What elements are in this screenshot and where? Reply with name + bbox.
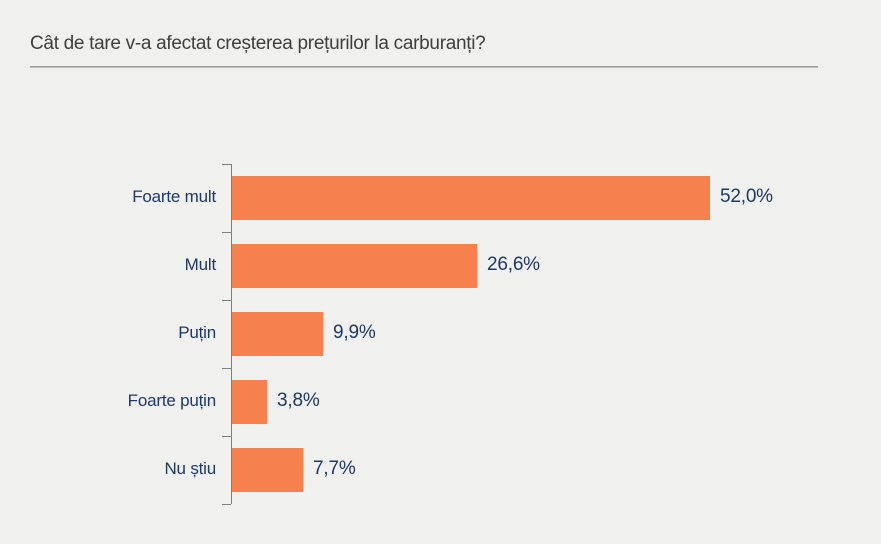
- title-separator: [30, 66, 818, 68]
- y-axis-tick: [222, 164, 231, 165]
- category-label: Foarte puțin: [127, 391, 217, 410]
- y-axis-tick: [222, 300, 231, 301]
- category-label: Puțin: [178, 323, 216, 342]
- value-label: 9,9%: [333, 322, 376, 343]
- y-axis-tick: [222, 232, 231, 233]
- bar: [232, 380, 267, 424]
- y-axis-tick: [222, 436, 231, 437]
- bar: [232, 312, 323, 356]
- value-label: 3,8%: [277, 390, 320, 411]
- category-label: Mult: [184, 255, 217, 274]
- value-label: 26,6%: [487, 254, 540, 275]
- chart-title: Cât de tare v-a afectat creșterea prețur…: [30, 33, 486, 54]
- value-label: 7,7%: [313, 458, 356, 479]
- y-axis-line: [231, 164, 232, 504]
- category-label: Foarte mult: [132, 187, 216, 206]
- bar: [232, 176, 710, 220]
- bar: [232, 448, 303, 492]
- value-label: 52,0%: [720, 186, 773, 207]
- bar: [232, 244, 477, 288]
- category-label: Nu știu: [164, 459, 216, 478]
- y-axis-tick: [222, 504, 231, 505]
- y-axis-tick: [222, 368, 231, 369]
